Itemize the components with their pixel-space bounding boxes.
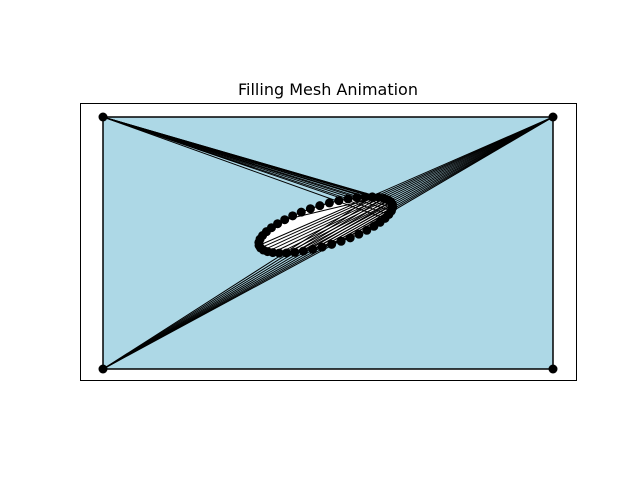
mesh-node xyxy=(343,194,353,204)
mesh-edge xyxy=(102,196,373,370)
mesh-node xyxy=(336,236,346,246)
mesh-edge xyxy=(260,116,554,249)
mesh-node xyxy=(296,207,306,217)
mesh-edge xyxy=(267,116,554,253)
mesh-node xyxy=(305,204,315,214)
mesh-node xyxy=(324,198,334,208)
mesh-node xyxy=(290,247,300,257)
mesh-edge xyxy=(102,199,389,370)
mesh-node xyxy=(308,244,318,254)
mesh-layer xyxy=(98,112,558,374)
mesh-node xyxy=(282,248,292,258)
mesh-node xyxy=(354,229,364,239)
mesh-edge xyxy=(102,116,349,200)
mesh-edge xyxy=(102,201,392,370)
mesh-node xyxy=(98,112,108,122)
mesh-node xyxy=(362,225,372,235)
mesh-edge xyxy=(102,116,366,198)
mesh-edge xyxy=(102,196,379,370)
mesh-edge xyxy=(102,197,385,370)
mesh-node xyxy=(298,246,308,256)
mesh-node xyxy=(367,192,377,202)
mesh-node xyxy=(315,201,325,211)
mesh-node xyxy=(288,211,298,221)
axes-frame xyxy=(80,103,577,381)
figure-title: Filling Mesh Animation xyxy=(238,80,418,99)
mesh-node xyxy=(327,239,337,249)
mesh-node xyxy=(274,248,284,258)
mesh-node xyxy=(317,242,327,252)
mesh-node xyxy=(345,233,355,243)
mesh-node xyxy=(548,112,558,122)
mesh-node xyxy=(360,192,370,202)
mesh-edge xyxy=(272,116,554,254)
mesh-node xyxy=(334,196,344,206)
mesh-node xyxy=(98,364,108,374)
mesh-node xyxy=(280,215,290,225)
mesh-node xyxy=(254,237,264,247)
mesh-node xyxy=(352,193,362,203)
mesh-edge xyxy=(102,116,357,199)
mesh-node xyxy=(548,364,558,374)
mesh-edge xyxy=(263,116,554,251)
